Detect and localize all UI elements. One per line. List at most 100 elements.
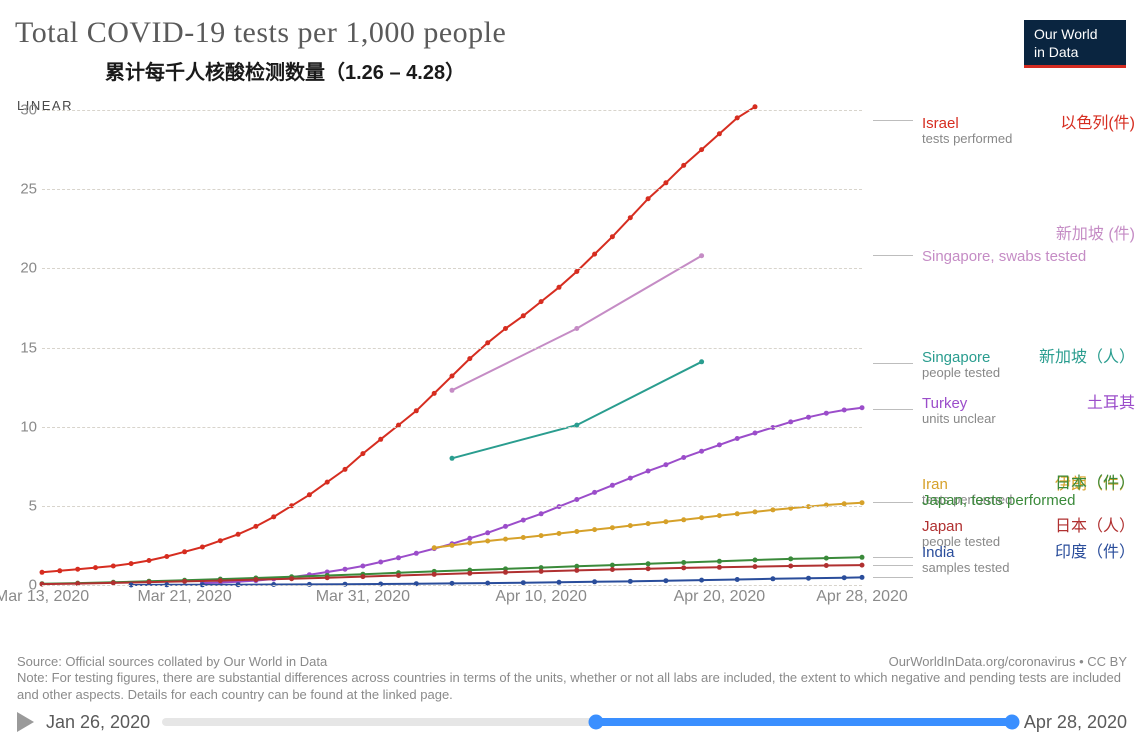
timeline-handle-start[interactable] — [588, 715, 603, 730]
series-marker-israel[interactable] — [467, 356, 472, 361]
series-marker-iran[interactable] — [503, 537, 508, 542]
series-marker-iran[interactable] — [860, 500, 865, 505]
series-marker-israel[interactable] — [610, 234, 615, 239]
series-marker-israel[interactable] — [111, 564, 116, 569]
series-marker-turkey[interactable] — [592, 490, 597, 495]
series-marker-iran[interactable] — [770, 507, 775, 512]
series-marker-iran[interactable] — [753, 509, 758, 514]
series-marker-japan_people[interactable] — [396, 573, 401, 578]
series-marker-turkey[interactable] — [414, 551, 419, 556]
series-marker-israel[interactable] — [236, 532, 241, 537]
series-marker-turkey[interactable] — [360, 564, 365, 569]
series-marker-japan_people[interactable] — [788, 564, 793, 569]
series-marker-turkey[interactable] — [574, 497, 579, 502]
series-line-singapore_swabs[interactable] — [452, 256, 702, 391]
series-marker-iran[interactable] — [592, 527, 597, 532]
series-marker-israel[interactable] — [343, 467, 348, 472]
series-marker-turkey[interactable] — [521, 518, 526, 523]
series-marker-iran[interactable] — [681, 517, 686, 522]
series-marker-turkey[interactable] — [860, 405, 865, 410]
series-marker-turkey[interactable] — [539, 511, 544, 516]
series-line-singapore_people[interactable] — [452, 362, 702, 459]
series-marker-japan_people[interactable] — [289, 576, 294, 581]
series-marker-israel[interactable] — [57, 568, 62, 573]
series-marker-japan_tests[interactable] — [681, 560, 686, 565]
series-marker-turkey[interactable] — [610, 483, 615, 488]
series-marker-turkey[interactable] — [343, 567, 348, 572]
series-marker-israel[interactable] — [360, 451, 365, 456]
series-marker-israel[interactable] — [485, 340, 490, 345]
series-marker-iran[interactable] — [485, 539, 490, 544]
series-marker-israel[interactable] — [271, 514, 276, 519]
series-marker-turkey[interactable] — [788, 419, 793, 424]
series-marker-israel[interactable] — [200, 545, 205, 550]
series-marker-india[interactable] — [663, 578, 668, 583]
series-marker-israel[interactable] — [646, 196, 651, 201]
series-marker-israel[interactable] — [753, 104, 758, 109]
series-marker-israel[interactable] — [164, 554, 169, 559]
legend-item-india[interactable]: Indiasamples tested — [922, 544, 1009, 576]
series-marker-turkey[interactable] — [699, 449, 704, 454]
series-marker-israel[interactable] — [699, 147, 704, 152]
series-marker-japan_tests[interactable] — [788, 556, 793, 561]
series-marker-japan_tests[interactable] — [860, 555, 865, 560]
timeline-handle-end[interactable] — [1004, 715, 1019, 730]
series-marker-india[interactable] — [699, 578, 704, 583]
series-marker-iran[interactable] — [521, 535, 526, 540]
series-marker-japan_people[interactable] — [218, 578, 223, 583]
series-marker-iran[interactable] — [467, 541, 472, 546]
series-marker-japan_people[interactable] — [574, 568, 579, 573]
series-marker-israel[interactable] — [592, 252, 597, 257]
series-marker-iran[interactable] — [574, 529, 579, 534]
series-marker-iran[interactable] — [557, 531, 562, 536]
series-marker-japan_people[interactable] — [860, 563, 865, 568]
series-marker-israel[interactable] — [521, 313, 526, 318]
series-marker-singapore_swabs[interactable] — [699, 253, 704, 258]
timeline-track[interactable] — [162, 718, 1012, 726]
series-marker-turkey[interactable] — [646, 469, 651, 474]
timeline[interactable]: Jan 26, 2020 Apr 28, 2020 — [17, 711, 1127, 733]
series-marker-iran[interactable] — [628, 523, 633, 528]
series-marker-israel[interactable] — [663, 180, 668, 185]
series-marker-japan_people[interactable] — [717, 565, 722, 570]
series-marker-iran[interactable] — [646, 521, 651, 526]
series-marker-iran[interactable] — [432, 545, 437, 550]
series-marker-israel[interactable] — [75, 567, 80, 572]
series-marker-iran[interactable] — [539, 533, 544, 538]
series-marker-japan_people[interactable] — [253, 577, 258, 582]
legend-item-singapore_people[interactable]: Singaporepeople tested — [922, 349, 1000, 381]
series-marker-japan_tests[interactable] — [610, 563, 615, 568]
series-marker-turkey[interactable] — [467, 536, 472, 541]
series-marker-israel[interactable] — [93, 565, 98, 570]
series-marker-turkey[interactable] — [681, 455, 686, 460]
series-marker-japan_tests[interactable] — [646, 561, 651, 566]
series-marker-israel[interactable] — [557, 285, 562, 290]
series-marker-israel[interactable] — [574, 269, 579, 274]
series-marker-japan_people[interactable] — [753, 564, 758, 569]
series-marker-israel[interactable] — [717, 131, 722, 136]
series-marker-israel[interactable] — [378, 437, 383, 442]
series-marker-japan_people[interactable] — [503, 570, 508, 575]
series-marker-japan_people[interactable] — [467, 571, 472, 576]
series-marker-india[interactable] — [592, 579, 597, 584]
series-marker-iran[interactable] — [663, 519, 668, 524]
series-marker-israel[interactable] — [414, 408, 419, 413]
series-marker-japan_tests[interactable] — [824, 556, 829, 561]
series-marker-turkey[interactable] — [378, 560, 383, 565]
series-line-turkey[interactable] — [202, 408, 862, 583]
series-marker-iran[interactable] — [699, 515, 704, 520]
series-marker-japan_people[interactable] — [325, 575, 330, 580]
series-marker-japan_people[interactable] — [147, 580, 152, 585]
series-marker-israel[interactable] — [40, 570, 45, 575]
series-marker-japan_people[interactable] — [360, 574, 365, 579]
series-marker-india[interactable] — [628, 579, 633, 584]
series-marker-israel[interactable] — [147, 558, 152, 563]
series-marker-india[interactable] — [770, 576, 775, 581]
series-marker-turkey[interactable] — [717, 442, 722, 447]
series-marker-india[interactable] — [735, 577, 740, 582]
series-marker-japan_tests[interactable] — [717, 559, 722, 564]
series-marker-israel[interactable] — [628, 215, 633, 220]
series-marker-iran[interactable] — [735, 511, 740, 516]
series-marker-israel[interactable] — [182, 549, 187, 554]
legend-item-singapore_swabs[interactable]: Singapore, swabs tested — [922, 248, 1086, 265]
